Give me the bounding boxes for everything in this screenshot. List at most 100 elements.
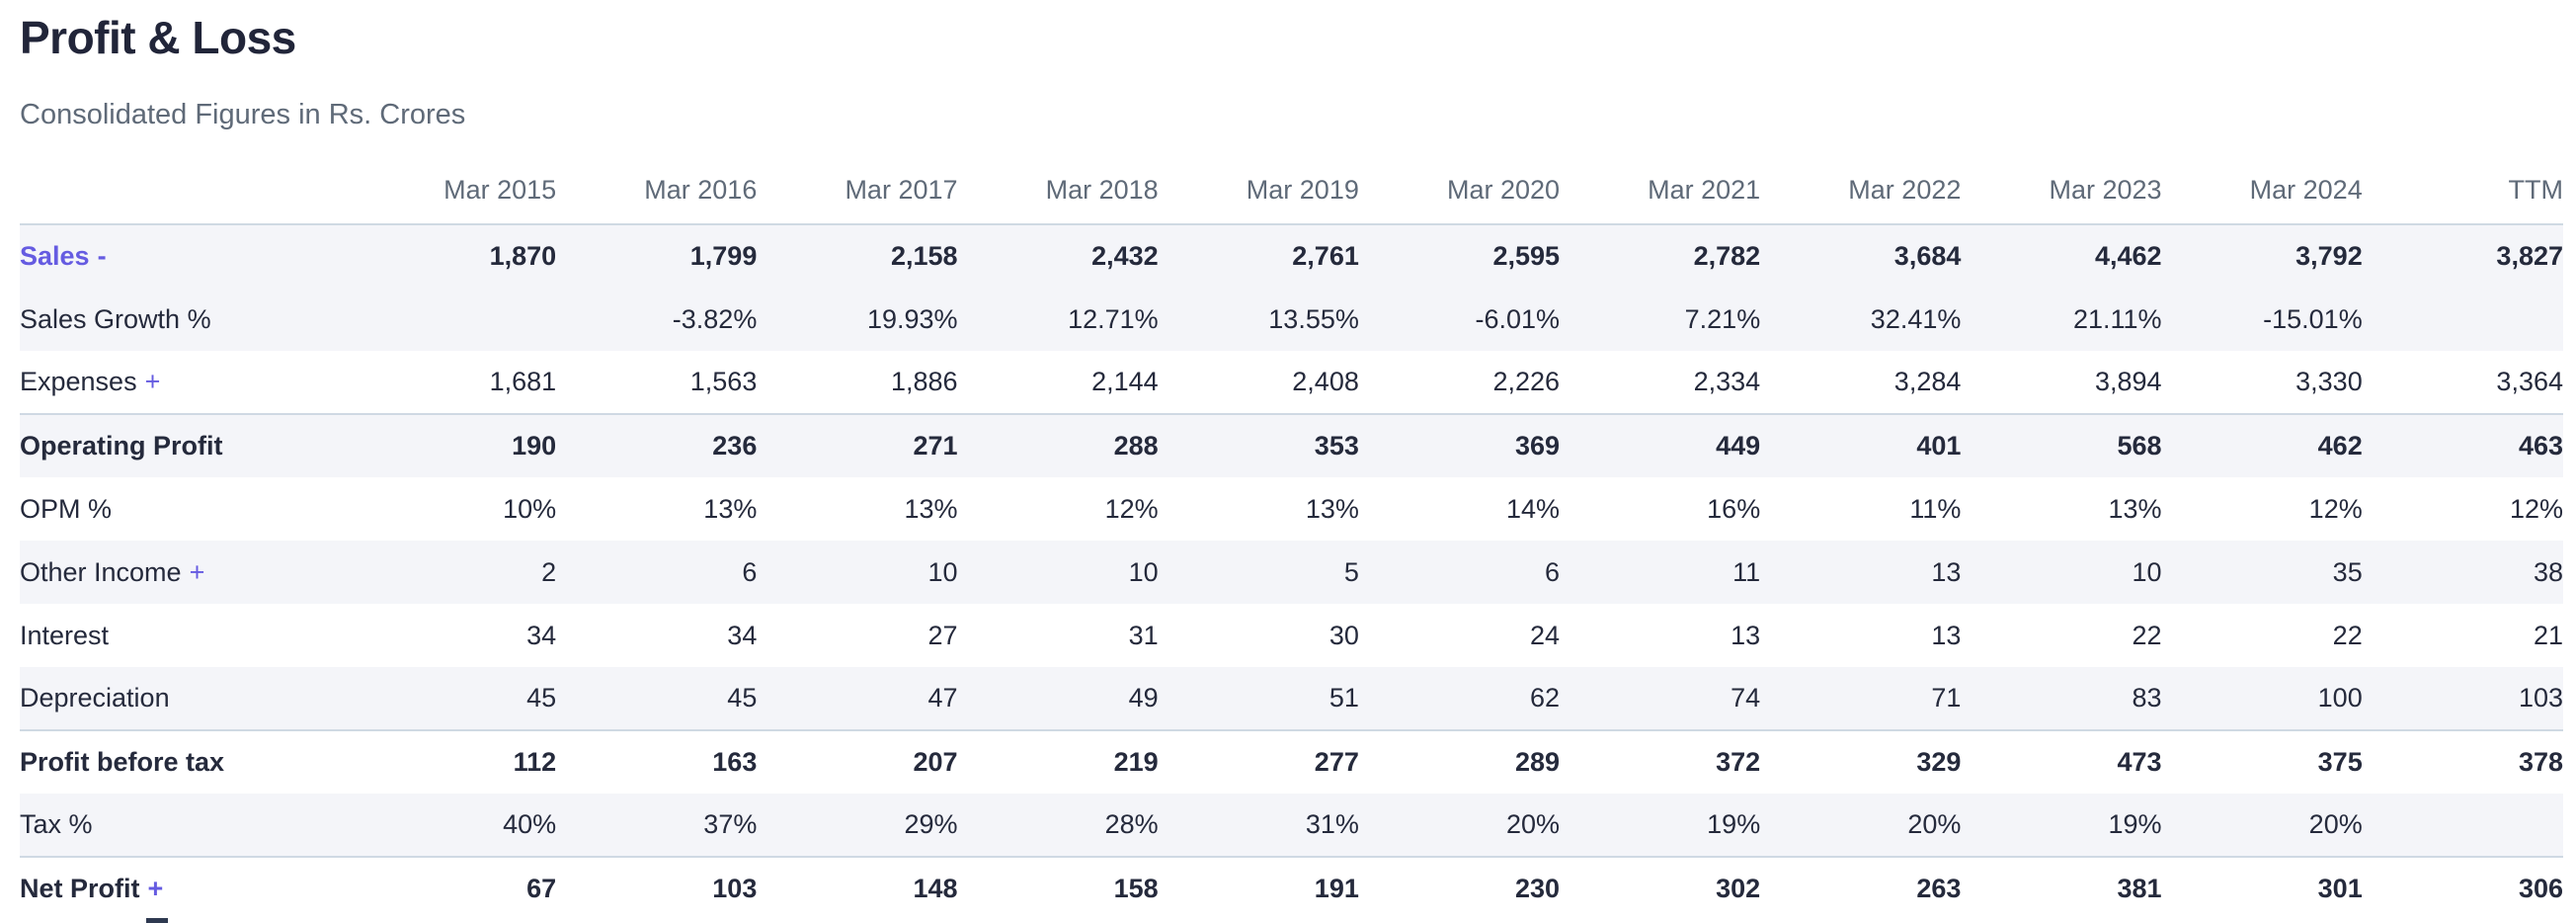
cell-sales-mar-2019: 2,761 (1292, 241, 1359, 272)
cell-sales-mar-2017: 2,158 (890, 241, 958, 272)
cell-depreciation-mar-2023: 83 (1961, 667, 2162, 732)
cell-interest-mar-2019: 30 (1328, 620, 1359, 650)
cell-depreciation-mar-2017: 47 (757, 667, 958, 732)
cell-net-profit-mar-2022: 263 (1916, 874, 1962, 904)
cell-interest-mar-2017: 27 (927, 620, 958, 650)
table-row-tax: Tax % 40% 37% 29% 28% 31% 20% 19% 20% 19% 20% (20, 794, 2563, 859)
column-header-mar-2024: Mar 2024 (2161, 129, 2363, 226)
cell-net-profit-mar-2023: 381 (2117, 874, 2162, 904)
cell-sales-growth-mar-2018: 12.71% (1068, 303, 1159, 334)
cell-sales-ttm: 3,827 (2496, 241, 2563, 272)
cell-interest-mar-2020: 24 (1529, 620, 1561, 650)
cell-expenses-mar-2019: 2,408 (1158, 351, 1359, 416)
row-label-sales[interactable]: Sales (20, 241, 90, 272)
table-row-opm: OPM % 10% 13% 13% 12% 13% 14% 16% 11% 13% 12% 12% (20, 477, 2563, 541)
cell-sales-mar-2024: 3,792 (2295, 241, 2363, 272)
cell-sales-growth-mar-2024: -15.01% (2263, 303, 2363, 334)
cell-interest-mar-2016: 34 (727, 620, 758, 650)
cell-profit-before-tax-mar-2017: 207 (913, 747, 958, 778)
cell-expenses-mar-2021: 2,334 (1560, 351, 1761, 416)
cell-profit-before-tax-ttm: 378 (2518, 747, 2563, 778)
cell-opm-mar-2022: 11% (1909, 493, 1962, 524)
row-label-depreciation: Depreciation (20, 683, 170, 713)
cell-opm-ttm: 12% (2509, 493, 2563, 524)
label-column-header (20, 129, 356, 226)
cell-operating-profit-mar-2020: 369 (1514, 431, 1561, 462)
cell-net-profit-mar-2024: 301 (2317, 874, 2363, 904)
row-label-profit-before-tax: Profit before tax (20, 747, 225, 778)
cell-other-income-mar-2019: 5 (1343, 556, 1359, 587)
cell-interest-mar-2015: 34 (526, 620, 557, 650)
cell-net-profit-mar-2015: 67 (526, 874, 557, 904)
cell-tax-mar-2015: 40% (356, 794, 557, 859)
cell-net-profit-mar-2020: 230 (1514, 874, 1561, 904)
cell-other-income-mar-2021: 11 (1732, 556, 1761, 587)
cell-profit-before-tax-mar-2024: 375 (2317, 747, 2363, 778)
column-header-mar-2022: Mar 2022 (1760, 129, 1962, 226)
cell-operating-profit-mar-2023: 568 (2117, 431, 2162, 462)
cell-depreciation-mar-2018: 49 (957, 667, 1159, 732)
cell-interest-mar-2018: 31 (1128, 620, 1159, 650)
cell-sales-mar-2020: 2,595 (1492, 241, 1561, 272)
table-row-net-profit: Net Profit +67 103 148 158 191 230 302 263 381 301… (20, 857, 2563, 920)
cell-profit-before-tax-mar-2021: 372 (1716, 747, 1761, 778)
cell-operating-profit-mar-2018: 288 (1113, 431, 1159, 462)
cell-opm-mar-2023: 13% (2108, 493, 2162, 524)
cell-depreciation-mar-2019: 51 (1158, 667, 1359, 732)
cell-opm-mar-2015: 10% (503, 493, 557, 524)
collapse-icon-sales[interactable]: - (97, 241, 107, 272)
cell-sales-growth-mar-2016: -3.82% (672, 303, 758, 334)
cell-opm-mar-2017: 13% (904, 493, 958, 524)
cell-tax-mar-2023: 19% (1961, 794, 2162, 859)
cell-opm-mar-2021: 16% (1707, 493, 1761, 524)
cell-interest-mar-2021: 13 (1731, 620, 1761, 650)
cell-profit-before-tax-mar-2019: 277 (1314, 747, 1359, 778)
cell-sales-growth-mar-2015 (356, 288, 556, 351)
row-label-tax: Tax % (20, 809, 93, 840)
cell-net-profit-mar-2018: 158 (1113, 874, 1159, 904)
cell-opm-mar-2018: 12% (1104, 493, 1159, 524)
expand-icon-net-profit[interactable]: + (147, 874, 164, 904)
cell-net-profit-ttm: 306 (2518, 874, 2563, 904)
table-header-row: Mar 2015 Mar 2016 Mar 2017 Mar 2018 Mar 2019… (20, 129, 2563, 226)
cell-other-income-mar-2024: 35 (2332, 556, 2363, 587)
cell-tax-mar-2024: 20% (2161, 794, 2363, 859)
cell-profit-before-tax-mar-2018: 219 (1113, 747, 1159, 778)
page-title: Profit & Loss (20, 12, 296, 63)
table-row-sales-growth: Sales Growth % -3.82% 19.93% 12.71% 13.55% -6… (20, 288, 2563, 352)
cell-sales-growth-mar-2023: 21.11% (2072, 303, 2162, 334)
cell-tax-ttm (2362, 794, 2563, 859)
row-label-net-profit: Net Profit (20, 874, 140, 904)
table-row-operating-profit: Operating Profit 190 236 271 288 353 369 449 401… (20, 414, 2563, 478)
column-header-ttm: TTM (2362, 129, 2563, 226)
cell-tax-mar-2017: 29% (757, 794, 958, 859)
cell-net-profit-mar-2021: 302 (1716, 874, 1761, 904)
expand-icon-other-income[interactable]: + (189, 556, 205, 587)
row-label-other-income: Other Income (20, 556, 182, 587)
cell-depreciation-mar-2021: 74 (1560, 667, 1761, 732)
table-row-expenses: Expenses +1,681 1,563 1,886 2,144 2,408 2,226 2… (20, 351, 2563, 416)
cell-other-income-mar-2017: 10 (927, 556, 958, 587)
row-label-operating-profit: Operating Profit (20, 431, 223, 462)
expand-icon-expenses[interactable]: + (144, 367, 161, 397)
cell-depreciation-ttm: 103 (2362, 667, 2563, 732)
cell-opm-mar-2024: 12% (2308, 493, 2363, 524)
cutoff-element-below-fold (146, 918, 168, 923)
cell-operating-profit-mar-2017: 271 (913, 431, 958, 462)
cell-other-income-ttm: 38 (2533, 556, 2563, 587)
column-header-mar-2020: Mar 2020 (1358, 129, 1561, 226)
cell-profit-before-tax-mar-2020: 289 (1514, 747, 1561, 778)
cell-tax-mar-2016: 37% (556, 794, 758, 859)
table-row-other-income: Other Income +2 6 10 10 5 6 11 13 10 35 38 (20, 541, 2563, 605)
cell-operating-profit-ttm: 463 (2518, 431, 2563, 462)
cell-depreciation-mar-2024: 100 (2161, 667, 2363, 732)
cell-depreciation-mar-2022: 71 (1760, 667, 1962, 732)
cell-sales-mar-2021: 2,782 (1693, 241, 1761, 272)
cell-other-income-mar-2015: 2 (541, 556, 557, 587)
cell-opm-mar-2020: 14% (1505, 493, 1561, 524)
cell-operating-profit-mar-2021: 449 (1716, 431, 1761, 462)
cell-interest-mar-2024: 22 (2332, 620, 2363, 650)
cell-sales-growth-mar-2021: 7.21% (1684, 303, 1761, 334)
cell-sales-growth-mar-2022: 32.41% (1870, 303, 1962, 334)
cell-net-profit-mar-2017: 148 (913, 874, 958, 904)
